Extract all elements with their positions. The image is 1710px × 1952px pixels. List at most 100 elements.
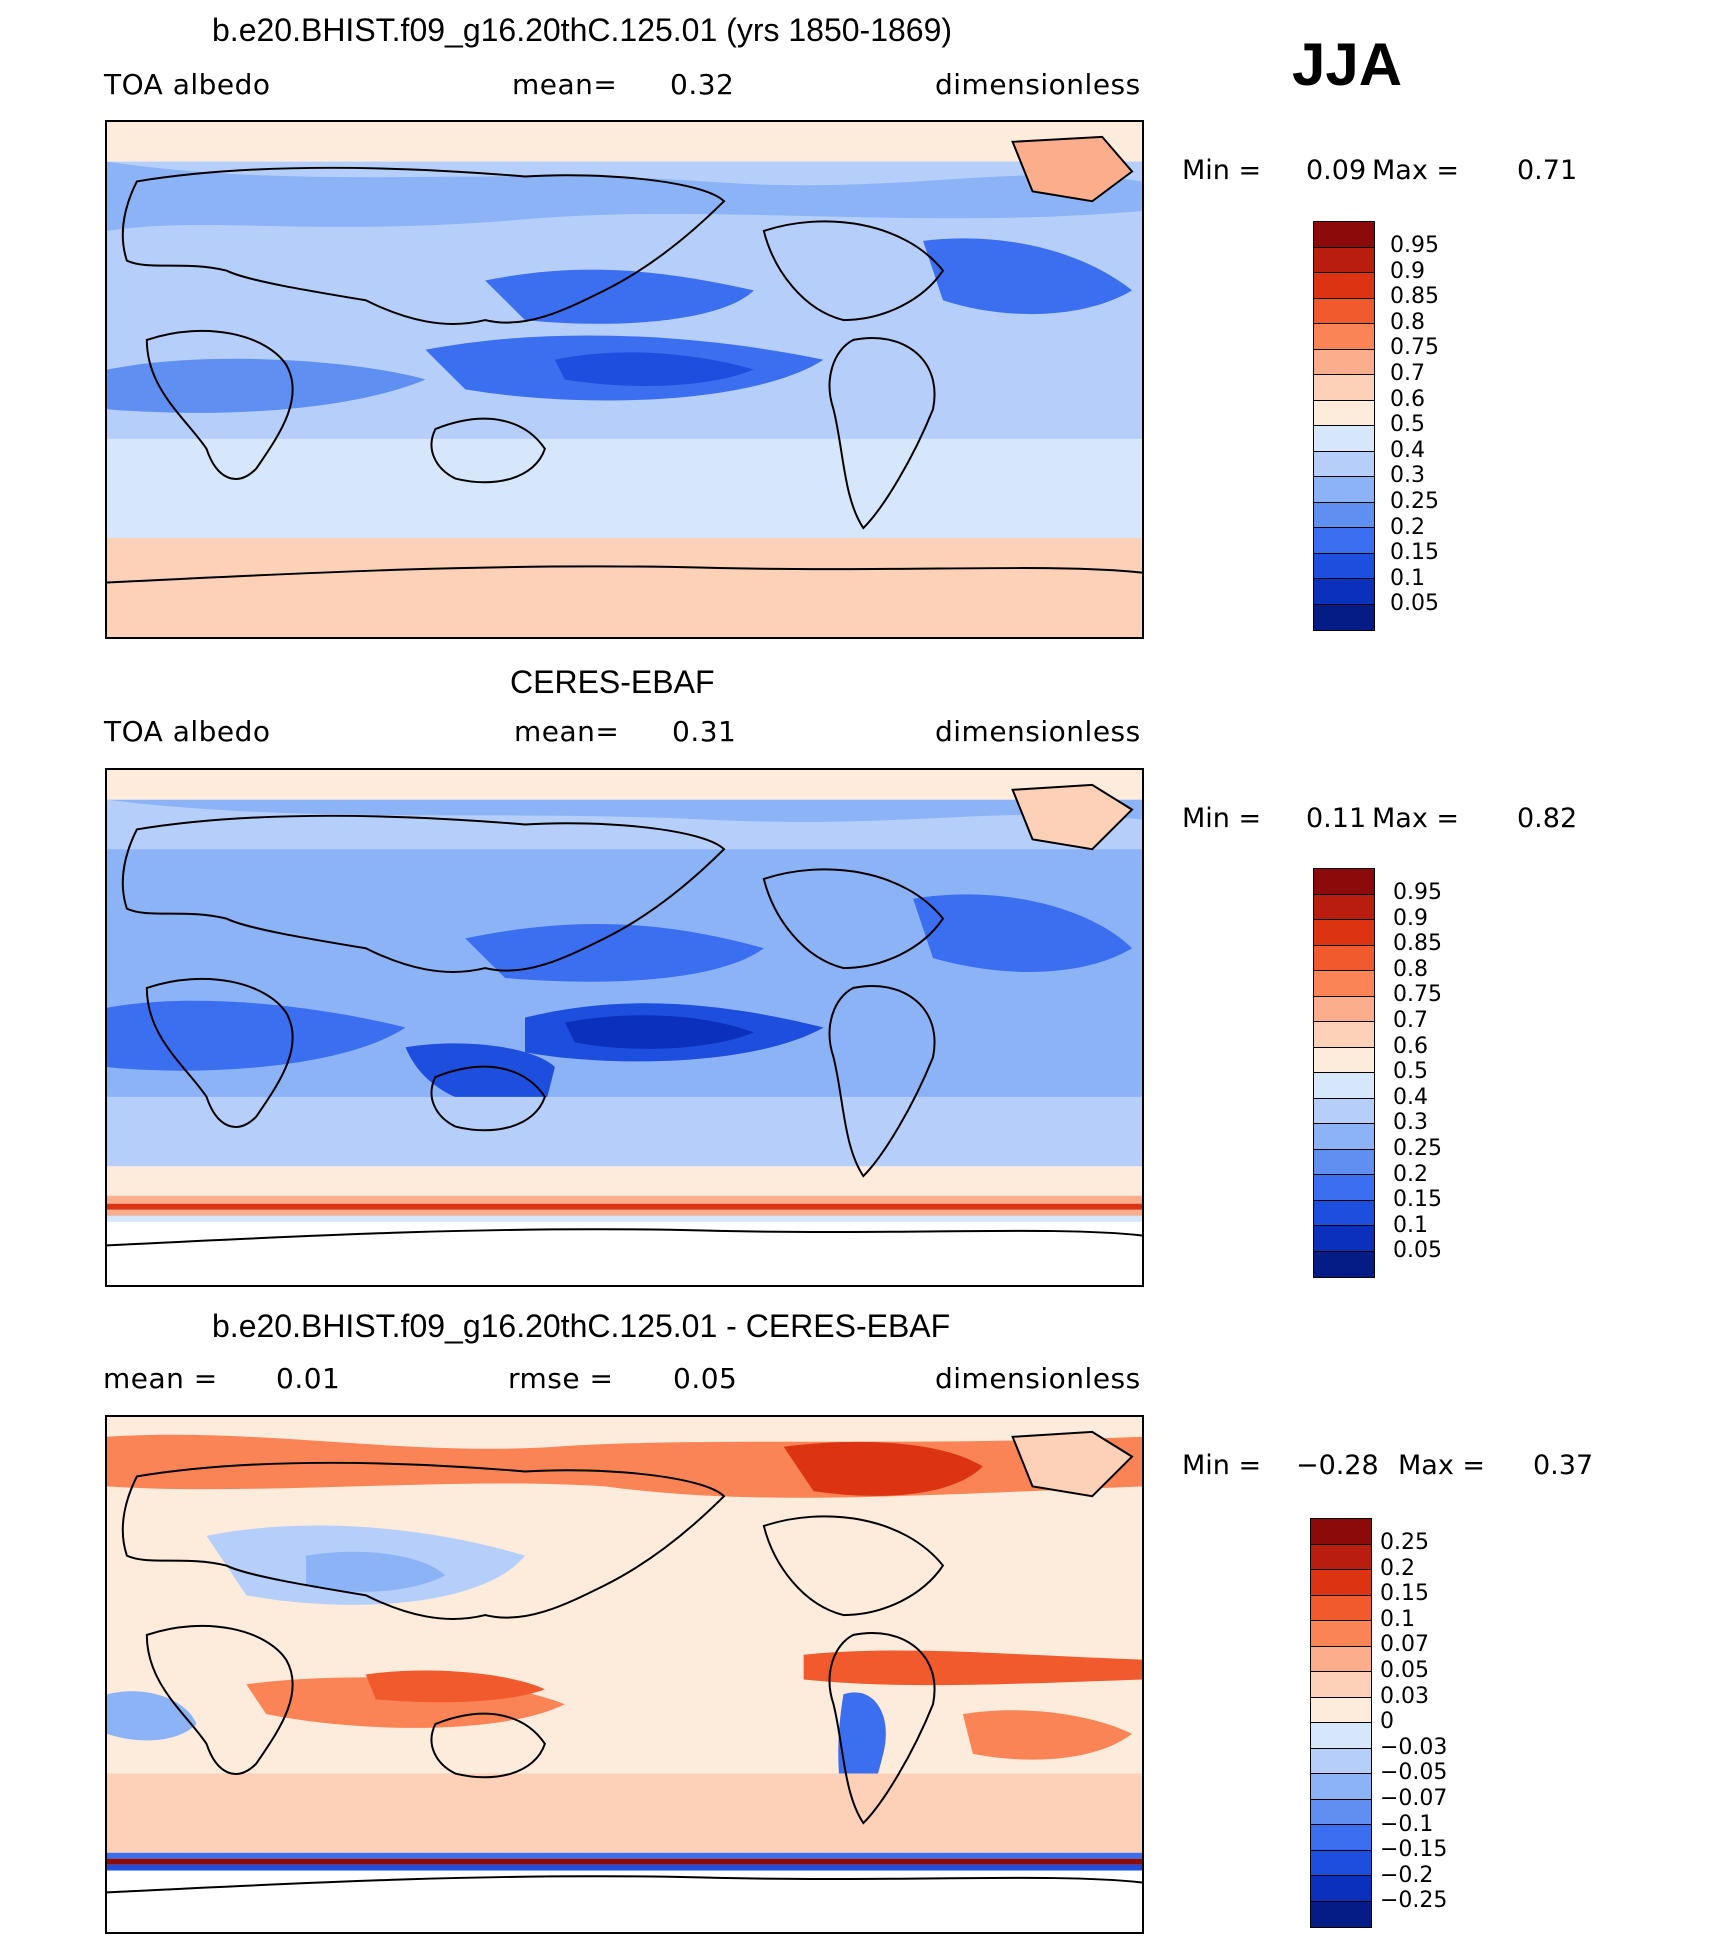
panel-2-colorbar-labels: 0.95 0.9 0.85 0.8 0.75 0.7 0.6 0.5 0.4 0.3 0.25 0.2… xyxy=(1393,880,1442,1264)
colorbar-segment xyxy=(1311,1646,1371,1672)
colorbar-segment xyxy=(1314,477,1374,503)
colorbar-segment xyxy=(1311,1901,1371,1927)
colorbar-level-label: 0.5 xyxy=(1393,1059,1428,1085)
colorbar-segment xyxy=(1314,222,1374,248)
panel-2-max-label: Max = xyxy=(1372,803,1460,834)
colorbar-level-label: 0.05 xyxy=(1390,591,1439,617)
panel-3-mean-value: 0.01 xyxy=(276,1362,341,1395)
colorbar-segment xyxy=(1314,1124,1374,1150)
colorbar-level-label: 0.25 xyxy=(1380,1530,1429,1555)
panel-3-rmse-label: rmse = xyxy=(508,1362,614,1395)
colorbar-level-label: 0.2 xyxy=(1393,1161,1428,1187)
colorbar-segment xyxy=(1311,1748,1371,1774)
colorbar-segment xyxy=(1311,1544,1371,1570)
colorbar-segment xyxy=(1314,996,1374,1022)
colorbar-level-label: 0.25 xyxy=(1393,1135,1442,1161)
colorbar-level-label: 0.8 xyxy=(1393,956,1428,982)
colorbar-segment xyxy=(1314,1022,1374,1048)
colorbar-level-label: 0.9 xyxy=(1390,258,1425,284)
colorbar-segment xyxy=(1311,1876,1371,1902)
colorbar-level-label: 0.3 xyxy=(1393,1110,1428,1136)
panel-3-mean-label: mean = xyxy=(103,1362,218,1395)
panel-3-title: b.e20.BHIST.f09_g16.20thC.125.01 - CERES… xyxy=(212,1308,951,1344)
colorbar-segment xyxy=(1314,1047,1374,1073)
colorbar-segment xyxy=(1314,375,1374,401)
panel-1-colorbar xyxy=(1313,221,1375,631)
panel-3-max-label: Max = xyxy=(1398,1450,1486,1481)
colorbar-level-label: −0.07 xyxy=(1380,1785,1448,1811)
colorbar-level-label: −0.03 xyxy=(1380,1734,1448,1760)
colorbar-segment xyxy=(1311,1672,1371,1698)
colorbar-segment xyxy=(1314,247,1374,273)
colorbar-segment xyxy=(1314,273,1374,299)
colorbar-segment xyxy=(1314,502,1374,528)
panel-2-map xyxy=(105,768,1144,1287)
colorbar-segment xyxy=(1311,1595,1371,1621)
panel-3-colorbar-labels: 0.25 0.2 0.15 0.1 0.07 0.05 0.03 0 −0.03 −0.05 −0.… xyxy=(1380,1530,1447,1914)
panel-1-max-label: Max = xyxy=(1372,155,1460,186)
colorbar-segment xyxy=(1314,971,1374,997)
colorbar-level-label: 0.75 xyxy=(1393,982,1442,1008)
colorbar-segment xyxy=(1311,1723,1371,1749)
panel-2-min-value: 0.11 xyxy=(1306,803,1367,834)
colorbar-segment xyxy=(1311,1697,1371,1723)
colorbar-segment xyxy=(1314,298,1374,324)
colorbar-segment xyxy=(1314,579,1374,605)
panel-1-max-value: 0.71 xyxy=(1517,155,1578,186)
colorbar-segment xyxy=(1314,894,1374,920)
colorbar-level-label: 0.6 xyxy=(1393,1033,1428,1059)
panel-1-map xyxy=(105,120,1144,639)
panel-2-min-label: Min = xyxy=(1182,803,1262,834)
colorbar-segment xyxy=(1314,945,1374,971)
colorbar-level-label: 0.5 xyxy=(1390,412,1425,438)
colorbar-segment xyxy=(1311,1825,1371,1851)
colorbar-segment xyxy=(1314,451,1374,477)
colorbar-segment xyxy=(1314,1251,1374,1277)
colorbar-level-label: 0.85 xyxy=(1393,931,1442,957)
colorbar-level-label: 0.7 xyxy=(1390,360,1425,386)
colorbar-level-label: 0.05 xyxy=(1380,1657,1429,1683)
colorbar-level-label: 0.03 xyxy=(1380,1683,1429,1709)
colorbar-level-label: 0.15 xyxy=(1380,1581,1429,1607)
colorbar-segment xyxy=(1314,604,1374,630)
panel-1-min-value: 0.09 xyxy=(1306,155,1367,186)
panel-1-mean-value: 0.32 xyxy=(670,68,735,101)
colorbar-segment xyxy=(1314,1200,1374,1226)
panel-2-title: CERES-EBAF xyxy=(510,664,715,700)
colorbar-level-label: −0.2 xyxy=(1380,1862,1434,1888)
colorbar-segment xyxy=(1311,1799,1371,1825)
panel-3-colorbar xyxy=(1310,1518,1372,1928)
panel-2-variable-label: TOA albedo xyxy=(104,715,271,748)
panel-1-min-label: Min = xyxy=(1182,155,1262,186)
colorbar-segment xyxy=(1314,400,1374,426)
panel-2-colorbar xyxy=(1313,868,1375,1278)
colorbar-level-label: 0.95 xyxy=(1393,880,1442,905)
colorbar-level-label: 0.2 xyxy=(1390,514,1425,540)
colorbar-level-label: 0 xyxy=(1380,1709,1394,1735)
colorbar-segment xyxy=(1314,1149,1374,1175)
colorbar-level-label: 0.15 xyxy=(1390,540,1439,566)
season-label: JJA xyxy=(1292,31,1403,98)
colorbar-segment xyxy=(1314,553,1374,579)
panel-3-min-value: −0.28 xyxy=(1296,1450,1379,1481)
panel-3-rmse-value: 0.05 xyxy=(673,1362,738,1395)
colorbar-segment xyxy=(1314,869,1374,895)
colorbar-level-label: 0.8 xyxy=(1390,309,1425,335)
panel-3-units: dimensionless xyxy=(935,1362,1141,1395)
colorbar-level-label: 0.95 xyxy=(1390,233,1439,258)
colorbar-level-label: 0.25 xyxy=(1390,488,1439,514)
colorbar-level-label: 0.15 xyxy=(1393,1187,1442,1213)
panel-1-title: b.e20.BHIST.f09_g16.20thC.125.01 (yrs 18… xyxy=(212,12,953,48)
colorbar-level-label: −0.15 xyxy=(1380,1837,1448,1863)
colorbar-segment xyxy=(1311,1570,1371,1596)
panel-3-min-label: Min = xyxy=(1182,1450,1262,1481)
colorbar-level-label: 0.1 xyxy=(1390,565,1425,591)
panel-1-mean-label: mean= xyxy=(512,68,618,101)
colorbar-segment xyxy=(1314,528,1374,554)
colorbar-segment xyxy=(1311,1850,1371,1876)
colorbar-segment xyxy=(1314,1175,1374,1201)
colorbar-level-label: 0.9 xyxy=(1393,905,1428,931)
colorbar-level-label: 0.1 xyxy=(1393,1212,1428,1238)
colorbar-level-label: −0.25 xyxy=(1380,1888,1448,1914)
panel-1-variable-label: TOA albedo xyxy=(104,68,271,101)
